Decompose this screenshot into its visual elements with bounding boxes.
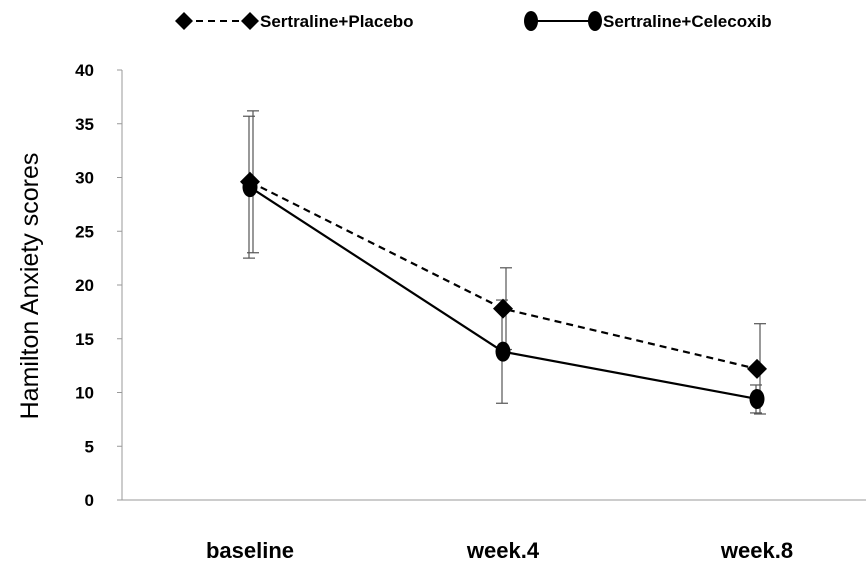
legend-placebo-label: Sertraline+Placebo [260, 12, 414, 31]
x-tick-label: week.8 [720, 538, 793, 563]
legend-celecoxib-marker-left [524, 11, 538, 31]
data-point-celecoxib [242, 177, 258, 198]
y-ticks: 0 5 10 15 20 25 30 35 40 [75, 61, 122, 510]
data-point-celecoxib [495, 341, 511, 362]
y-tick-label: 0 [85, 491, 94, 510]
y-tick-label: 30 [75, 169, 94, 188]
x-tick-label: baseline [206, 538, 294, 563]
legend-celecoxib-marker-right [588, 11, 602, 31]
legend-placebo-marker-left [175, 12, 193, 30]
y-tick-label: 40 [75, 61, 94, 80]
legend-placebo-marker-right [241, 12, 259, 30]
y-tick-label: 35 [75, 115, 94, 134]
y-tick-label: 5 [85, 437, 94, 456]
y-tick-label: 15 [75, 330, 94, 349]
error-bars [243, 110, 766, 415]
series-lines [249, 180, 758, 401]
x-tick-label: week.4 [466, 538, 540, 563]
data-point-celecoxib [749, 388, 765, 409]
series-markers [240, 171, 767, 409]
y-tick-label: 10 [75, 384, 94, 403]
legend: Sertraline+Placebo Sertraline+Celecoxib [175, 11, 772, 31]
legend-celecoxib-label: Sertraline+Celecoxib [603, 12, 772, 31]
axes [121, 70, 866, 501]
y-axis-label: Hamilton Anxiety scores [16, 153, 44, 420]
data-point-placebo [747, 358, 767, 379]
x-ticks: baseline week.4 week.8 [206, 538, 793, 563]
data-point-placebo [493, 298, 513, 319]
series-line-placebo [249, 180, 758, 370]
y-tick-label: 20 [75, 276, 94, 295]
y-tick-label: 25 [75, 222, 94, 241]
